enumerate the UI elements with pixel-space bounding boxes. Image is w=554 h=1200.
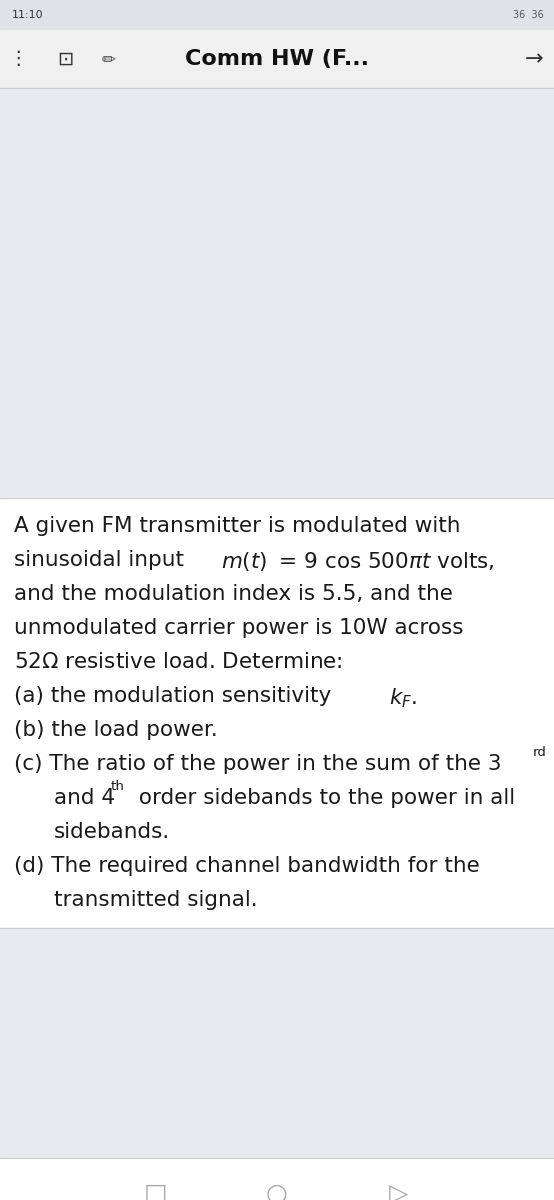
Text: (b) the load power.: (b) the load power.: [14, 720, 218, 740]
Text: □: □: [143, 1182, 167, 1200]
Text: transmitted signal.: transmitted signal.: [54, 890, 258, 910]
Text: A given FM transmitter is modulated with: A given FM transmitter is modulated with: [14, 516, 460, 536]
Text: 11:10: 11:10: [12, 10, 44, 20]
Text: 36  36: 36 36: [513, 10, 544, 20]
Text: Comm HW (F...: Comm HW (F...: [185, 49, 369, 68]
Text: $m(t)$: $m(t)$: [221, 550, 267, 572]
Text: = 9 cos 500$\pi t$ volts,: = 9 cos 500$\pi t$ volts,: [272, 550, 495, 572]
Bar: [0, 928, 554, 1158]
Text: ⊡: ⊡: [57, 49, 73, 68]
Bar: [0, 498, 554, 928]
Text: (a) the modulation sensitivity: (a) the modulation sensitivity: [14, 686, 338, 706]
Text: $k_F$.: $k_F$.: [389, 686, 417, 709]
Text: (c) The ratio of the power in the sum of the 3: (c) The ratio of the power in the sum of…: [14, 754, 501, 774]
Bar: [0, 0, 554, 30]
Bar: [0, 30, 554, 88]
Text: →: →: [525, 49, 543, 68]
Text: unmodulated carrier power is 10W across: unmodulated carrier power is 10W across: [14, 618, 464, 638]
Text: (d) The required channel bandwidth for the: (d) The required channel bandwidth for t…: [14, 856, 480, 876]
Text: sinusoidal input: sinusoidal input: [14, 550, 191, 570]
Text: sidebands.: sidebands.: [54, 822, 170, 842]
Text: ⋮: ⋮: [8, 49, 28, 68]
Text: ○: ○: [266, 1182, 288, 1200]
Text: and the modulation index is 5.5, and the: and the modulation index is 5.5, and the: [14, 584, 453, 604]
Bar: [0, 88, 554, 498]
Text: th: th: [111, 780, 125, 793]
Text: ✏: ✏: [101, 50, 115, 68]
Text: 52$\Omega$ resistive load. Determine:: 52$\Omega$ resistive load. Determine:: [14, 652, 343, 672]
Bar: [0, 1158, 554, 1200]
Text: order sidebands to the power in all: order sidebands to the power in all: [132, 788, 515, 808]
Text: ▷: ▷: [389, 1182, 408, 1200]
Text: rd: rd: [533, 746, 547, 758]
Text: and 4: and 4: [54, 788, 115, 808]
